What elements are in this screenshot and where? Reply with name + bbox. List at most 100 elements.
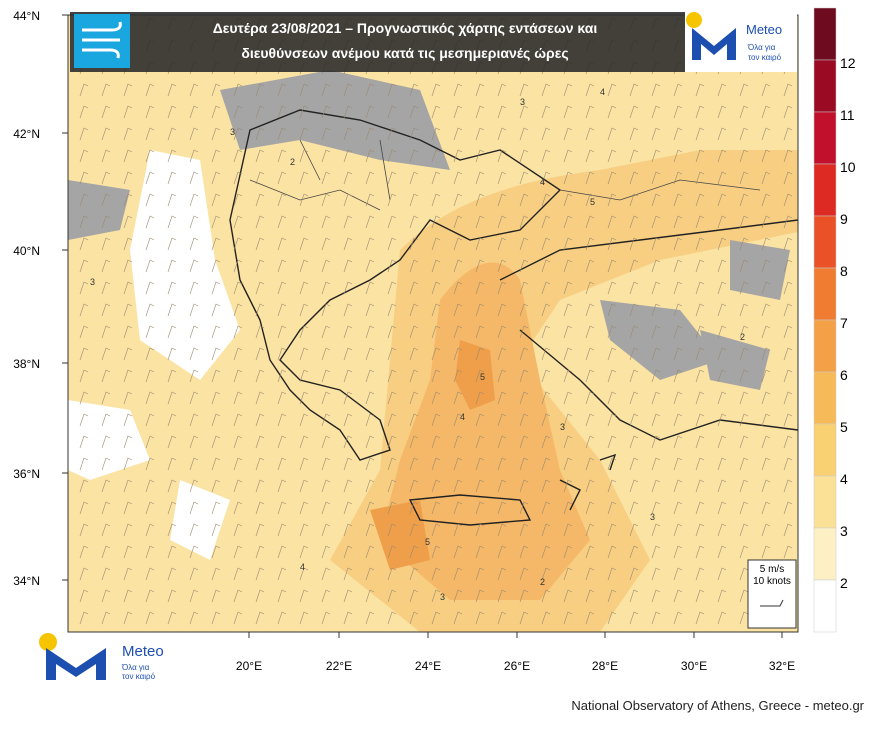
wind-barb xyxy=(387,347,397,361)
contour-label: 3 xyxy=(90,277,95,287)
wind-barb xyxy=(695,413,705,427)
wind-barb xyxy=(101,589,111,603)
wind-barb xyxy=(739,611,749,625)
colorbar-segment xyxy=(813,319,837,373)
map: 2 3 3 4 5 4 3 2 5 4 3 3 2 5 4 3 xyxy=(68,15,798,632)
wind-barb xyxy=(695,149,705,163)
wind-barb xyxy=(321,589,331,603)
wind-barb xyxy=(255,567,265,581)
wind-barb xyxy=(783,193,793,207)
wind-barb xyxy=(387,545,397,559)
wind-barb xyxy=(387,325,397,339)
colorbar: 12 11 10 9 8 7 6 5 4 3 2 xyxy=(813,7,856,633)
wind-barb xyxy=(299,259,309,273)
wind-barb xyxy=(497,545,507,559)
wind-barb xyxy=(607,215,617,229)
wind-barb xyxy=(739,303,749,317)
wind-barb xyxy=(387,83,397,97)
wind-barb xyxy=(629,457,639,471)
wind-barb xyxy=(365,127,375,141)
wind-barb xyxy=(365,435,375,449)
wind-barb xyxy=(233,589,243,603)
wind-barb xyxy=(475,215,485,229)
wind-barb xyxy=(387,105,397,119)
wind-barb xyxy=(541,259,551,273)
wind-barb xyxy=(717,193,727,207)
wind-barb xyxy=(79,523,89,537)
wind-barb xyxy=(761,215,771,229)
wind-barb xyxy=(563,567,573,581)
wind-barb xyxy=(167,83,177,97)
wind-barb xyxy=(343,237,353,251)
wind-barb xyxy=(321,325,331,339)
wind-barb xyxy=(387,457,397,471)
wind-barb xyxy=(211,523,221,537)
wind-barb xyxy=(783,479,793,493)
wind-barb xyxy=(387,281,397,295)
wind-barb xyxy=(101,259,111,273)
colorbar-segment xyxy=(813,215,837,269)
wind-barb xyxy=(167,237,177,251)
wind-barb xyxy=(365,545,375,559)
wind-barb xyxy=(255,611,265,625)
wind-barb xyxy=(475,259,485,273)
wind-barb xyxy=(453,237,463,251)
wind-barb xyxy=(255,303,265,317)
wind-barb xyxy=(629,149,639,163)
wind-barb xyxy=(299,567,309,581)
wind-barb xyxy=(189,501,199,515)
wind-barb xyxy=(717,589,727,603)
wind-barb xyxy=(607,391,617,405)
wind-barb xyxy=(123,281,133,295)
wind-barb xyxy=(211,369,221,383)
wind-barb xyxy=(211,105,221,119)
wind-barb xyxy=(101,347,111,361)
wind-barb xyxy=(365,479,375,493)
wind-barb xyxy=(101,127,111,141)
wind-barb xyxy=(497,457,507,471)
wind-barb xyxy=(101,215,111,229)
wind-barb xyxy=(739,105,749,119)
wind-barb xyxy=(189,149,199,163)
wind-barb xyxy=(101,611,111,625)
wind-barb xyxy=(717,413,727,427)
wind-barb xyxy=(167,281,177,295)
wind-barb xyxy=(651,413,661,427)
title: διευθύνσεων ανέμου κατά τις μεσημεριανές… xyxy=(241,45,568,61)
wind-barb xyxy=(299,391,309,405)
wind-barb xyxy=(563,303,573,317)
wind-barb xyxy=(365,237,375,251)
wind-barb xyxy=(629,303,639,317)
wind-barb xyxy=(79,259,89,273)
wind-barb xyxy=(761,127,771,141)
wind-barb xyxy=(629,435,639,449)
wind-barb xyxy=(387,611,397,625)
wind-barb xyxy=(673,215,683,229)
wind-barb xyxy=(387,149,397,163)
contour-label: 3 xyxy=(650,512,655,522)
wind-barb xyxy=(673,479,683,493)
wind-zone xyxy=(370,340,495,570)
wind-barb xyxy=(607,325,617,339)
wind-barb xyxy=(629,369,639,383)
wind-barb xyxy=(255,501,265,515)
wind-barb xyxy=(717,347,727,361)
wind-barb xyxy=(475,523,485,537)
wind-barb xyxy=(519,611,529,625)
wind-barb xyxy=(519,281,529,295)
wind-barb xyxy=(145,303,155,317)
wind-barb xyxy=(585,171,595,185)
wind-barb xyxy=(519,171,529,185)
wind-barb xyxy=(519,237,529,251)
wind-barb xyxy=(475,105,485,119)
wind-barb xyxy=(717,479,727,493)
wind-barb xyxy=(409,237,419,251)
wind-barb xyxy=(299,149,309,163)
wind-barb xyxy=(365,457,375,471)
wind-barb xyxy=(453,589,463,603)
wind-barb xyxy=(673,83,683,97)
wind-barb xyxy=(321,369,331,383)
wind-barb xyxy=(475,83,485,97)
wind-barb xyxy=(123,259,133,273)
wind-barb xyxy=(673,501,683,515)
